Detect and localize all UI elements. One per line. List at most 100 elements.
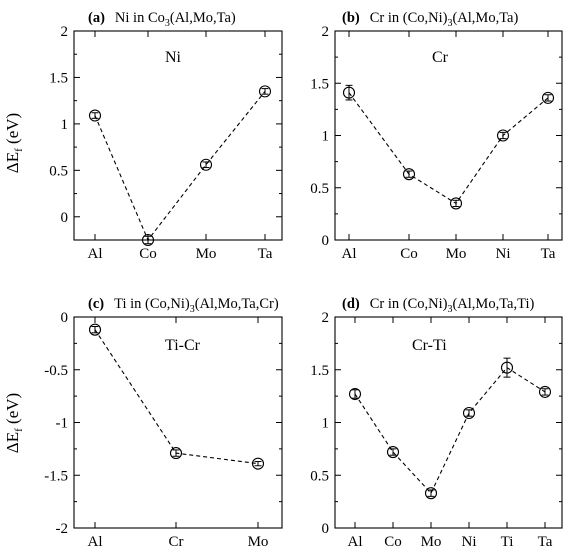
- panel-c-data-point: [251, 457, 265, 470]
- panel-b-xtick-label: Al: [342, 246, 357, 262]
- panel-a-ytick-label: 2: [61, 24, 69, 40]
- panel-a-title-sub: 3: [165, 18, 170, 29]
- panel-b-data-point: [496, 129, 510, 142]
- panel-c-marker: [169, 447, 183, 460]
- panel-b-xtick-label: Ni: [496, 246, 511, 262]
- panel-a-xtick-label: Ta: [258, 246, 273, 262]
- panel-c-ytick-label: -1.5: [44, 468, 68, 484]
- panel-c-ylabel-sub: f: [13, 428, 25, 432]
- panel-a-frame: [73, 30, 283, 241]
- panel-b-marker: [449, 197, 463, 210]
- panel-d-marker: [424, 487, 438, 500]
- panel-a-ylabel-text: ΔE: [3, 152, 22, 173]
- panel-b-marker: [342, 86, 356, 99]
- panel-b-data-point: [541, 91, 555, 104]
- panel-d-ytick-label: 2: [322, 310, 330, 326]
- panel-c-data-point: [169, 447, 183, 460]
- panel-d-ytick-label: 0.5: [310, 468, 329, 484]
- panel-a-xtick-label: Co: [139, 246, 157, 262]
- panel-b-marker: [541, 91, 555, 104]
- panel-c-title: (c) Ti in (Co,Ni)3(Al,Mo,Ta,Cr): [88, 296, 279, 315]
- panel-d-xtick-label: Ta: [538, 534, 553, 546]
- panel-d-xtick-label: Al: [348, 534, 363, 546]
- panel-d-marker: [386, 445, 400, 459]
- panel-a-data-point: [88, 109, 102, 122]
- panel-a-data-point: [258, 85, 272, 98]
- panel-a-marker: [141, 233, 155, 247]
- panel-a-title-text: Ni in Co: [115, 10, 165, 26]
- panel-c-marker: [88, 323, 102, 336]
- panel-b-ytick-label: 1: [322, 129, 330, 145]
- panel-a-tag: (a): [88, 10, 105, 26]
- panel-c-xtick-label: Mo: [248, 534, 269, 546]
- panel-b-tag: (b): [342, 10, 360, 26]
- panel-c-title-sub: 3: [190, 304, 195, 315]
- panel-b-series-line: [348, 92, 549, 205]
- panel-a-title: (a) Ni in Co3(Al,Mo,Ta): [88, 10, 236, 29]
- panel-c-ylabel-unit: (eV): [3, 393, 22, 428]
- panel-a-ylabel-unit: (eV): [3, 113, 22, 148]
- panel-d-xtick-label: Ti: [501, 534, 514, 546]
- panel-c-ytick-label: 0: [61, 310, 69, 326]
- panel-a-title-post: (Al,Mo,Ta): [170, 10, 236, 26]
- panel-a-marker: [258, 85, 272, 98]
- panel-b: 0 0.5 1 1.5 2 Al Co Mo Ni Ta (b) Cr in (Co,Ni)3(Al,…: [310, 10, 563, 262]
- panel-b-ytick-label: 0: [322, 233, 330, 249]
- panel-b-title-post: (Al,Mo,Ta): [452, 10, 518, 26]
- panel-d-marker: [500, 361, 514, 374]
- panel-d-data-point: [462, 406, 476, 420]
- panel-b-xtick-label: Co: [400, 246, 418, 262]
- panel-b-data-point: [449, 197, 463, 210]
- panel-d-title-sub: 3: [447, 304, 452, 315]
- panel-c-ylabel: ΔEf (eV): [3, 393, 25, 453]
- panel-d-series-line: [354, 366, 546, 495]
- panel-a-series-line: [94, 91, 266, 242]
- panel-d-xtick-label: Co: [384, 534, 402, 546]
- panel-d-ytick-label: 0: [322, 521, 330, 537]
- panel-d-ytick-label: 1.5: [310, 363, 329, 379]
- panel-c: -2 -1.5 -1 -0.5 0 Al Cr Mo (c) Ti in (Co,Ni)3(Al,…: [3, 296, 283, 546]
- panel-a-ytick-label: 0.5: [49, 163, 68, 179]
- panel-c-ylabel-text: ΔE: [3, 432, 22, 453]
- panel-d-title-text: Cr in (Co,Ni): [370, 296, 448, 312]
- panel-d-ytick-label: 1: [322, 416, 330, 432]
- panel-a-xtick-label: Mo: [196, 246, 217, 262]
- panel-b-frame: [334, 30, 563, 241]
- panel-b-inset-label: Cr: [432, 49, 449, 66]
- panel-a-ylabel-sub: f: [13, 148, 25, 152]
- panel-a-ytick-label: 0: [61, 210, 69, 226]
- panel-a-xtick-label: Al: [88, 246, 103, 262]
- panel-b-marker: [496, 129, 510, 142]
- panel-c-xtick-label: Cr: [169, 534, 184, 546]
- panel-b-ytick-label: 0.5: [310, 181, 329, 197]
- panel-b-marker: [402, 168, 416, 181]
- panel-d-tag: (d): [342, 296, 360, 312]
- panel-d-data-point: [424, 487, 438, 500]
- panel-c-title-text: Ti in (Co,Ni): [114, 296, 190, 312]
- panel-c-ytick-label: -0.5: [44, 363, 68, 379]
- panel-b-ytick-label: 1.5: [310, 76, 329, 92]
- panel-a-ytick-label: 1: [61, 117, 69, 133]
- panel-d-data-point: [500, 357, 514, 378]
- panel-d-data-point: [386, 445, 400, 459]
- panel-d-xtick-label: Ni: [462, 534, 477, 546]
- panel-d-data-point: [538, 385, 552, 398]
- panel-c-ytick-label: -1: [56, 416, 69, 432]
- panel-c-inset-label: Ti-Cr: [165, 337, 201, 354]
- panel-d-marker: [462, 406, 476, 420]
- panel-c-data-point: [88, 323, 102, 336]
- panel-d-marker: [538, 385, 552, 398]
- panel-b-title: (b) Cr in (Co,Ni)3(Al,Mo,Ta): [342, 10, 518, 29]
- panel-a-inset-label: Ni: [165, 49, 182, 66]
- panel-a-ytick-label: 1.5: [49, 70, 68, 86]
- panel-b-xtick-label: Ta: [541, 246, 556, 262]
- panel-c-title-post: (Al,Mo,Ta,Cr): [195, 296, 279, 312]
- panel-d-inset-label: Cr-Ti: [412, 337, 447, 354]
- panel-a-marker: [199, 158, 213, 171]
- panel-d-title: (d) Cr in (Co,Ni)3(Al,Mo,Ta,Ti): [342, 296, 534, 315]
- panel-b-data-point: [342, 84, 356, 101]
- panel-b-data-point: [402, 168, 416, 181]
- panel-d-frame: [334, 316, 563, 529]
- panel-d-xtick-label: Mo: [421, 534, 442, 546]
